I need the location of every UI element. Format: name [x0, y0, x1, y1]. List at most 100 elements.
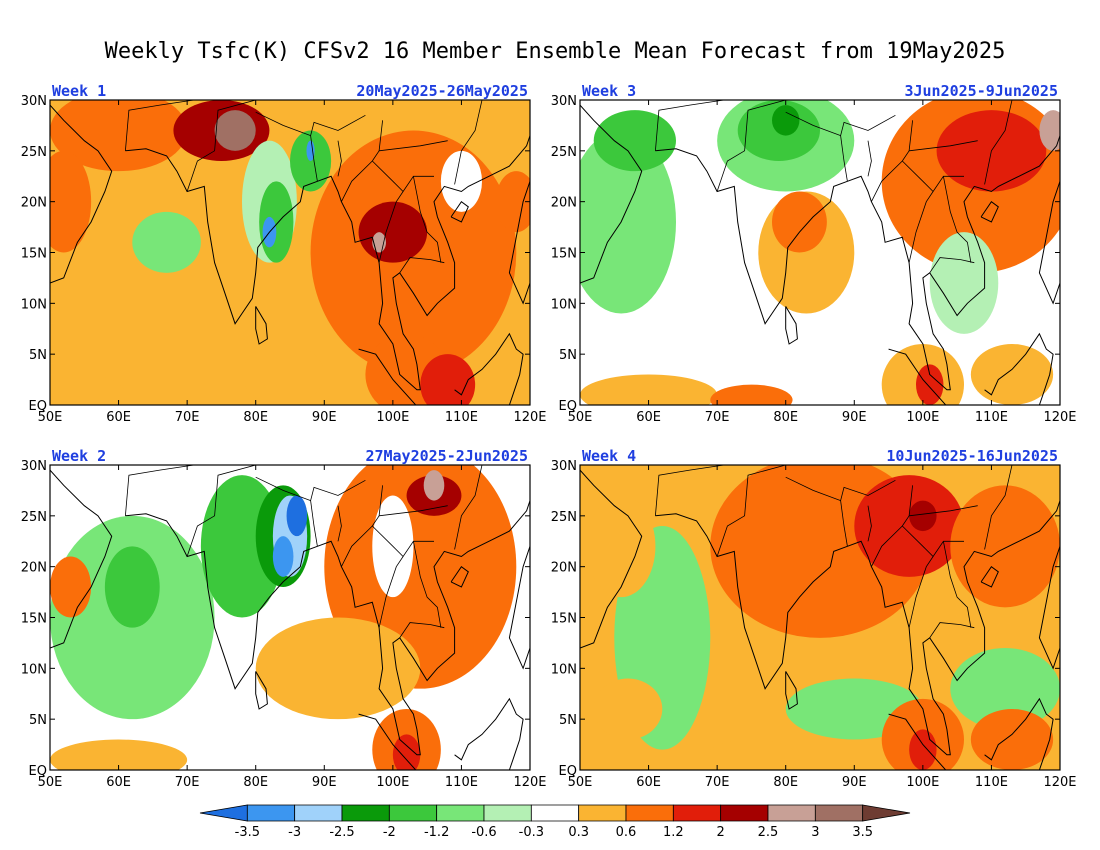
lat-label: EQ: [29, 399, 47, 414]
colorbar-segment: [625, 804, 674, 822]
lon-label: 110E: [445, 410, 478, 425]
colorbar-label: 2.5: [758, 825, 779, 840]
date-range: 20May2025-26May2025: [356, 82, 528, 100]
colorbar-segment: [814, 804, 864, 822]
lon-label: 80E: [243, 775, 268, 790]
anomaly-region: [495, 171, 530, 233]
country-border: [255, 476, 366, 502]
country-border: [454, 465, 483, 550]
colorbar-segment: [578, 804, 627, 822]
country-border: [785, 476, 896, 502]
lon-label: 90E: [312, 410, 337, 425]
lat-label: 5N: [559, 348, 577, 363]
anomaly-region: [392, 734, 421, 770]
colorbar-segment: [388, 804, 438, 822]
country-border: [909, 140, 978, 152]
country-border: [840, 500, 848, 547]
country-border: [337, 140, 342, 177]
lon-label: 100E: [906, 410, 939, 425]
lat-label: EQ: [29, 764, 47, 779]
week-label: Week 3: [582, 82, 636, 100]
lon-label: 60E: [636, 410, 661, 425]
lon-label: 50E: [568, 775, 593, 790]
lat-label: 15N: [21, 612, 47, 627]
anomaly-region: [420, 354, 476, 405]
country-border: [399, 257, 445, 274]
country-border: [984, 465, 1013, 550]
colorbar-label: -2: [383, 825, 396, 840]
map-panel: Week 2 27May2025-2Jun2025 EQ 5N 10N 15N 20N 25N…: [21, 447, 547, 790]
anomaly-region: [772, 105, 800, 136]
country-border: [984, 100, 1013, 185]
map-field: [50, 100, 530, 405]
lon-label: 90E: [842, 410, 867, 425]
lon-label: 80E: [773, 410, 798, 425]
country-border: [186, 465, 256, 557]
lat-label: 30N: [21, 94, 47, 109]
lon-label: 70E: [705, 410, 730, 425]
coastline: [580, 104, 1060, 405]
anomaly-region: [586, 495, 656, 598]
lat-label: 10N: [21, 662, 47, 677]
lat-label: 30N: [551, 459, 577, 474]
lat-label: 10N: [21, 297, 47, 312]
anomaly-region: [132, 211, 201, 273]
lat-label: 25N: [551, 510, 577, 525]
anomaly-region: [306, 140, 315, 161]
country-border: [655, 100, 725, 151]
week-label: Week 2: [52, 447, 106, 465]
anomaly-region: [703, 739, 800, 770]
lat-label: 5N: [29, 348, 47, 363]
anomaly-region: [909, 729, 937, 770]
anomaly-region: [290, 130, 332, 192]
lat-label: 30N: [21, 459, 47, 474]
map-panel: Week 4 10Jun2025-16Jun2025 EQ 5N 10N 15N 20N 25…: [551, 447, 1077, 790]
lon-label: 120E: [1043, 410, 1076, 425]
country-border: [929, 257, 975, 274]
map-field: [580, 465, 1060, 770]
date-range: 27May2025-2Jun2025: [365, 447, 528, 465]
lat-label: 15N: [551, 612, 577, 627]
map-panel: Week 1 20May2025-26May2025 EQ 5N 10N 15N 20N 25…: [21, 82, 547, 425]
colorbar-segment: [199, 804, 248, 822]
country-border: [840, 135, 848, 182]
lat-label: 15N: [551, 247, 577, 262]
lon-label: 120E: [513, 775, 546, 790]
lon-label: 60E: [106, 410, 131, 425]
coastline: [50, 469, 530, 770]
colorbar-segment: [767, 804, 816, 822]
date-range: 10Jun2025-16Jun2025: [886, 447, 1058, 465]
map-panels: Week 1 20May2025-26May2025 EQ 5N 10N 15N 20N 25…: [21, 82, 1077, 790]
colorbar-label: -0.3: [519, 825, 544, 840]
lon-label: 70E: [705, 775, 730, 790]
country-border: [785, 111, 896, 137]
lat-label: 5N: [29, 713, 47, 728]
lon-label: 100E: [376, 775, 409, 790]
map-field: [580, 100, 1060, 405]
lon-label: 100E: [376, 410, 409, 425]
lat-label: 10N: [551, 662, 577, 677]
anomaly-region: [50, 150, 92, 253]
lat-label: 10N: [551, 297, 577, 312]
coastline: [580, 469, 1060, 770]
figure-title: Weekly Tsfc(K) CFSv2 16 Member Ensemble …: [105, 39, 1006, 64]
country-border: [867, 505, 872, 542]
map-panel: Week 3 3Jun2025-9Jun2025 EQ 5N 10N 15N 20N 25N 3…: [551, 82, 1077, 425]
lat-label: 20N: [21, 561, 47, 576]
lon-label: 50E: [38, 410, 63, 425]
lat-label: EQ: [559, 399, 577, 414]
lon-label: 60E: [636, 775, 661, 790]
anomaly-region: [259, 181, 294, 263]
country-border: [413, 176, 442, 263]
anomaly-region: [50, 556, 92, 618]
map-field: [50, 465, 530, 770]
lon-label: 50E: [38, 775, 63, 790]
lat-label: 20N: [551, 561, 577, 576]
lon-label: 50E: [568, 410, 593, 425]
colorbar-label: 3: [811, 825, 819, 840]
anomaly-region: [255, 617, 421, 720]
lon-label: 90E: [312, 775, 337, 790]
anomaly-region: [950, 485, 1060, 608]
colorbar-segment: [530, 804, 580, 822]
